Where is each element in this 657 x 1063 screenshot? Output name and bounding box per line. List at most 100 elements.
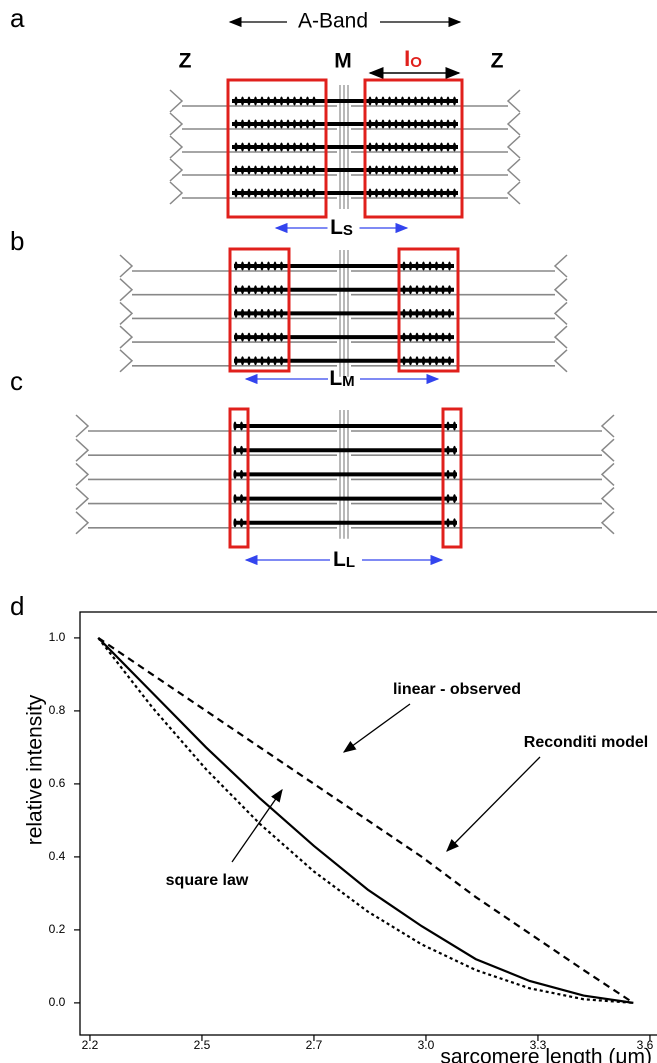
cross-bridge bbox=[292, 142, 297, 152]
cross-bridge bbox=[286, 119, 290, 129]
plot-frame bbox=[79, 611, 657, 1036]
cross-bridge bbox=[279, 119, 284, 129]
cross-bridge bbox=[446, 188, 450, 198]
cross-bridge bbox=[452, 188, 457, 198]
cross-bridge bbox=[402, 308, 406, 318]
cross-bridge bbox=[421, 332, 426, 342]
cross-bridge bbox=[420, 142, 424, 152]
io-label: IO bbox=[404, 46, 422, 71]
cross-bridge bbox=[233, 445, 237, 455]
cross-bridge bbox=[394, 119, 398, 129]
cross-bridge bbox=[428, 356, 432, 366]
annotation-arrow bbox=[231, 788, 283, 863]
cross-bridge bbox=[421, 285, 426, 295]
cross-bridge bbox=[446, 96, 450, 106]
z-disc bbox=[553, 349, 568, 373]
cross-bridge bbox=[420, 96, 424, 106]
cross-bridge bbox=[394, 165, 398, 175]
m-label: M bbox=[334, 50, 352, 73]
cross-bridge bbox=[421, 308, 426, 318]
cross-bridge bbox=[413, 119, 418, 129]
cross-bridge bbox=[253, 188, 258, 198]
z-disc bbox=[169, 181, 184, 205]
cross-bridge bbox=[433, 188, 437, 198]
cross-bridge bbox=[279, 165, 284, 175]
cross-bridge bbox=[402, 332, 406, 342]
cross-bridge bbox=[260, 119, 264, 129]
cross-bridge bbox=[234, 188, 238, 198]
x-tick-label: 2.2 bbox=[82, 1038, 99, 1052]
overlap-box bbox=[226, 78, 328, 219]
cross-bridge bbox=[253, 142, 258, 152]
cross-bridge bbox=[234, 96, 238, 106]
annotation: Reconditi model bbox=[524, 734, 648, 751]
cross-bridge bbox=[233, 518, 237, 528]
length-label: LM bbox=[329, 367, 354, 390]
z-disc bbox=[169, 135, 184, 159]
cross-bridge bbox=[421, 356, 426, 366]
cross-bridge bbox=[446, 142, 450, 152]
cross-bridge bbox=[253, 356, 258, 366]
cross-bridge bbox=[452, 119, 457, 129]
cross-bridge bbox=[400, 188, 405, 198]
z-disc bbox=[600, 487, 615, 511]
cross-bridge bbox=[439, 142, 444, 152]
cross-bridge bbox=[452, 421, 457, 431]
panel-label: d bbox=[10, 591, 24, 621]
cross-bridge bbox=[312, 188, 316, 198]
length-sub: L bbox=[346, 554, 355, 571]
cross-bridge bbox=[441, 261, 445, 271]
cross-bridge bbox=[381, 165, 385, 175]
length-label: LL bbox=[333, 548, 355, 571]
cross-bridge bbox=[413, 96, 418, 106]
cross-bridge bbox=[234, 356, 238, 366]
panel-label: c bbox=[10, 366, 23, 396]
cross-bridge bbox=[402, 261, 406, 271]
cross-bridge bbox=[394, 188, 398, 198]
cross-bridge bbox=[266, 96, 271, 106]
cross-bridge bbox=[240, 96, 245, 106]
cross-bridge bbox=[279, 142, 284, 152]
io-sub: O bbox=[410, 54, 422, 71]
cross-bridge bbox=[233, 494, 237, 504]
cross-bridge bbox=[240, 261, 245, 271]
sarcomere: LL bbox=[75, 407, 615, 571]
y-tick-label: 0.2 bbox=[49, 922, 66, 936]
cross-bridge bbox=[312, 96, 316, 106]
cross-bridge bbox=[452, 518, 457, 528]
cross-bridge bbox=[305, 188, 310, 198]
cross-bridge bbox=[273, 119, 277, 129]
cross-bridge bbox=[368, 96, 372, 106]
cross-bridge bbox=[273, 188, 277, 198]
cross-bridge bbox=[433, 119, 437, 129]
cross-bridge bbox=[415, 332, 419, 342]
cross-bridge bbox=[240, 142, 245, 152]
cross-bridge bbox=[434, 285, 439, 295]
cross-bridge bbox=[279, 356, 284, 366]
y-tick-label: 0.4 bbox=[49, 849, 66, 863]
cross-bridge bbox=[387, 96, 392, 106]
cross-bridge bbox=[239, 469, 244, 479]
cross-bridge bbox=[273, 285, 277, 295]
cross-bridge bbox=[447, 308, 452, 318]
cross-bridge bbox=[407, 119, 411, 129]
cross-bridge bbox=[266, 261, 271, 271]
cross-bridge bbox=[234, 165, 238, 175]
cross-bridge bbox=[400, 119, 405, 129]
cross-bridge bbox=[247, 285, 251, 295]
cross-bridge bbox=[426, 188, 431, 198]
cross-bridge bbox=[273, 356, 277, 366]
z-disc bbox=[75, 438, 90, 462]
z-disc bbox=[119, 254, 134, 278]
z-disc bbox=[553, 278, 568, 302]
cross-bridge bbox=[400, 96, 405, 106]
cross-bridge bbox=[266, 119, 271, 129]
cross-bridge bbox=[240, 119, 245, 129]
cross-bridge bbox=[433, 96, 437, 106]
cross-bridge bbox=[374, 188, 379, 198]
cross-bridge bbox=[305, 96, 310, 106]
z-disc bbox=[119, 325, 134, 349]
cross-bridge bbox=[434, 356, 439, 366]
z-disc bbox=[75, 487, 90, 511]
